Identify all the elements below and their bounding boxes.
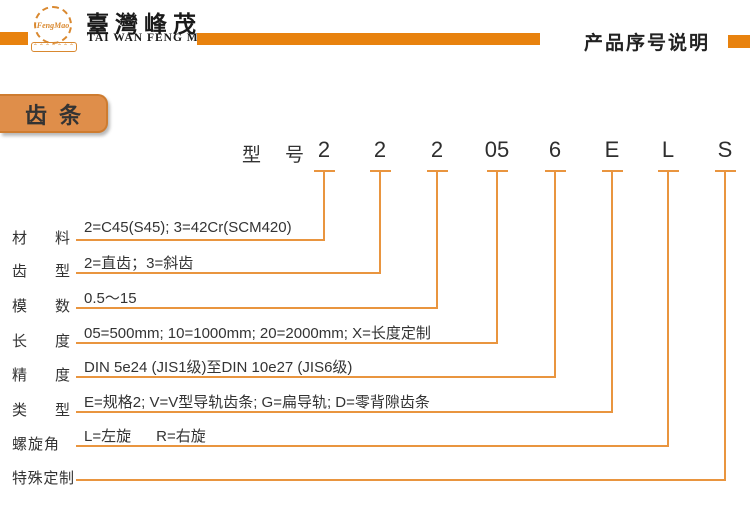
- model-number-label: 型号: [242, 145, 304, 166]
- connector-horizontal-line: [76, 411, 613, 413]
- spec-row-description: 2=C45(S45); 3=42Cr(SCM420): [84, 219, 292, 236]
- model-code-char: L: [661, 137, 675, 162]
- spec-row-description: L=左旋 R=右旋: [84, 428, 206, 445]
- page-title: 产品序号说明: [584, 33, 711, 54]
- connector-horizontal-line: [76, 479, 726, 481]
- connector-horizontal-line: [76, 272, 381, 274]
- spec-row-description: 0.5～15: [84, 290, 137, 307]
- connector-vertical-line: [323, 171, 325, 241]
- company-name-chinese: 臺灣峰茂: [86, 12, 202, 37]
- connector-vertical-line: [436, 171, 438, 309]
- spec-row-label: 长度: [12, 333, 70, 350]
- logo-text: FengMao: [36, 20, 70, 30]
- spec-row-label: 特殊定制: [12, 470, 74, 487]
- spec-row-description: DIN 5e24 (JIS1级)至DIN 10e27 (JIS6级): [84, 359, 353, 376]
- logo-ribbon: ⌃⌃⌃⌃⌃⌃⌃: [31, 42, 77, 52]
- connector-horizontal-line: [76, 445, 669, 447]
- spec-row-label: 螺旋角: [12, 436, 59, 453]
- section-tab-gear-rack: 齿条: [0, 94, 108, 133]
- connector-vertical-line: [379, 171, 381, 274]
- header-accent-bar-middle: [197, 33, 540, 45]
- connector-horizontal-line: [76, 342, 498, 344]
- connector-vertical-line: [554, 171, 556, 378]
- spec-row-description: E=规格2; V=V型导轨齿条; G=扁导轨; D=零背隙齿条: [84, 394, 430, 411]
- model-code-char: 2: [373, 137, 387, 162]
- header-accent-bar-left: [0, 32, 28, 45]
- connector-vertical-line: [611, 171, 613, 413]
- model-code-char: E: [604, 137, 620, 162]
- spec-row-label: 齿型: [12, 263, 70, 280]
- connector-horizontal-line: [76, 307, 438, 309]
- company-name-english: TAI WAN FENG MAO: [87, 32, 218, 44]
- connector-vertical-line: [496, 171, 498, 344]
- connector-vertical-line: [724, 171, 726, 481]
- spec-row-label: 类型: [12, 402, 70, 419]
- model-code-char: S: [717, 137, 733, 162]
- spec-row-description: 2=直齿；3=斜齿: [84, 255, 194, 272]
- connector-horizontal-line: [76, 239, 325, 241]
- spec-row-label: 精度: [12, 367, 70, 384]
- gear-logo-icon: FengMao: [34, 6, 72, 44]
- spec-row-label: 模数: [12, 298, 70, 315]
- spec-row-description: 05=500mm; 10=1000mm; 20=2000mm; X=长度定制: [84, 325, 431, 342]
- company-logo: FengMao ⌃⌃⌃⌃⌃⌃⌃: [31, 4, 79, 52]
- model-code-char: 2: [317, 137, 331, 162]
- header-accent-bar-right: [728, 35, 750, 48]
- spec-row-label: 材料: [12, 230, 70, 247]
- connector-vertical-line: [667, 171, 669, 447]
- model-code-char: 05: [484, 137, 510, 162]
- model-code-char: 2: [430, 137, 444, 162]
- connector-horizontal-line: [76, 376, 556, 378]
- model-code-char: 6: [548, 137, 562, 162]
